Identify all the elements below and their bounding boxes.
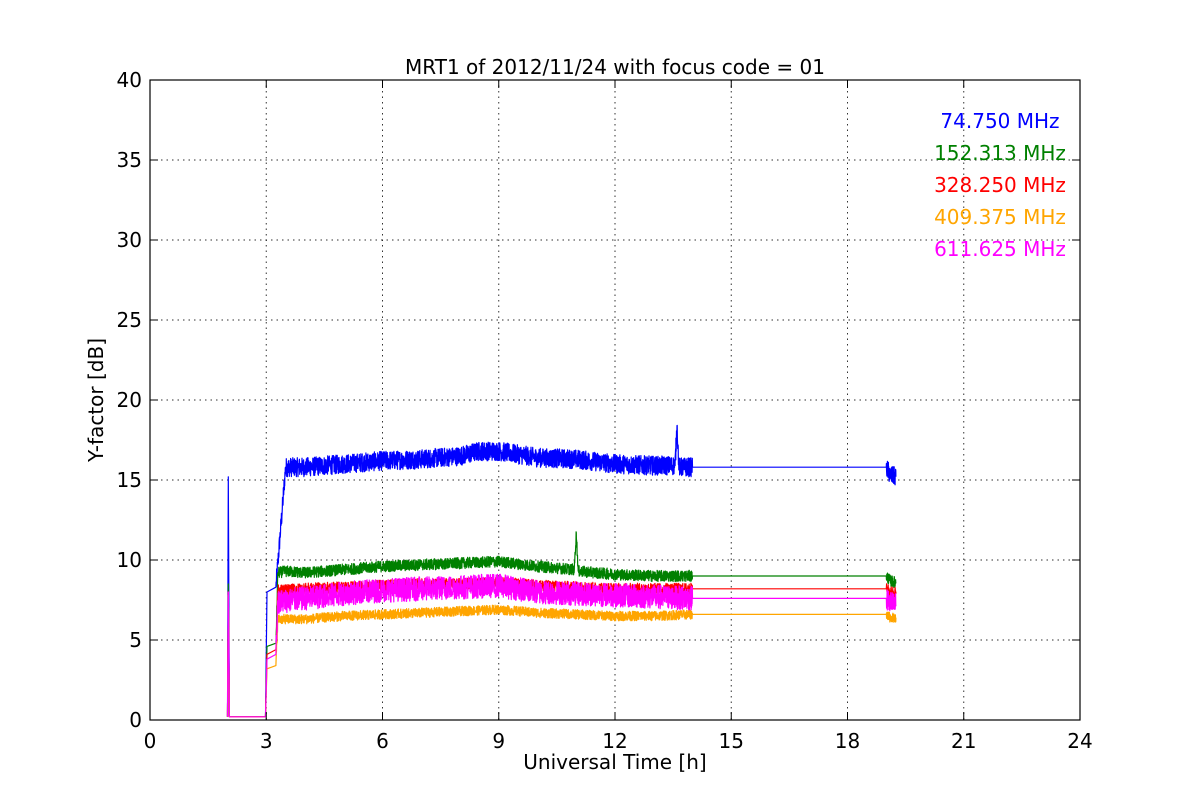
series-line-1 bbox=[226, 424, 897, 718]
y-tick-label: 35 bbox=[117, 148, 142, 172]
y-tick-label: 10 bbox=[117, 548, 142, 572]
y-tick-label: 25 bbox=[117, 308, 142, 332]
axis-ticks: 0 3 6 9 12 15 18 21 24 0 5 10 15 20 25 30 35 40 bbox=[117, 68, 1093, 753]
y-tick-label: 30 bbox=[117, 228, 142, 252]
y-tick-label: 0 bbox=[129, 708, 142, 732]
series-line-5 bbox=[226, 573, 897, 718]
legend-entry: 611.625 MHz bbox=[934, 237, 1066, 261]
x-tick-label: 18 bbox=[835, 729, 860, 753]
y-tick-label: 20 bbox=[117, 388, 142, 412]
legend-entry: 74.750 MHz bbox=[940, 109, 1059, 133]
x-tick-label: 12 bbox=[602, 729, 627, 753]
plot-series bbox=[226, 424, 897, 718]
x-tick-label: 21 bbox=[951, 729, 976, 753]
legend-entry: 152.313 MHz bbox=[934, 141, 1066, 165]
y-tick-label: 5 bbox=[129, 628, 142, 652]
legend-entry: 409.375 MHz bbox=[934, 205, 1066, 229]
series-line-2 bbox=[226, 531, 897, 718]
x-tick-label: 15 bbox=[719, 729, 744, 753]
x-tick-label: 0 bbox=[144, 729, 157, 753]
legend-entry: 328.250 MHz bbox=[934, 173, 1066, 197]
series-line-4 bbox=[226, 594, 897, 718]
x-tick-label: 3 bbox=[260, 729, 273, 753]
x-tick-label: 9 bbox=[492, 729, 505, 753]
x-axis-label: Universal Time [h] bbox=[523, 750, 706, 774]
x-tick-label: 6 bbox=[376, 729, 389, 753]
y-tick-label: 15 bbox=[117, 468, 142, 492]
chart-title: MRT1 of 2012/11/24 with focus code = 01 bbox=[405, 55, 825, 79]
y-tick-label: 40 bbox=[117, 68, 142, 92]
legend: 74.750 MHz 152.313 MHz 328.250 MHz 409.375 … bbox=[934, 109, 1066, 261]
y-axis-label: Y-factor [dB] bbox=[84, 338, 108, 463]
x-tick-label: 24 bbox=[1067, 729, 1092, 753]
